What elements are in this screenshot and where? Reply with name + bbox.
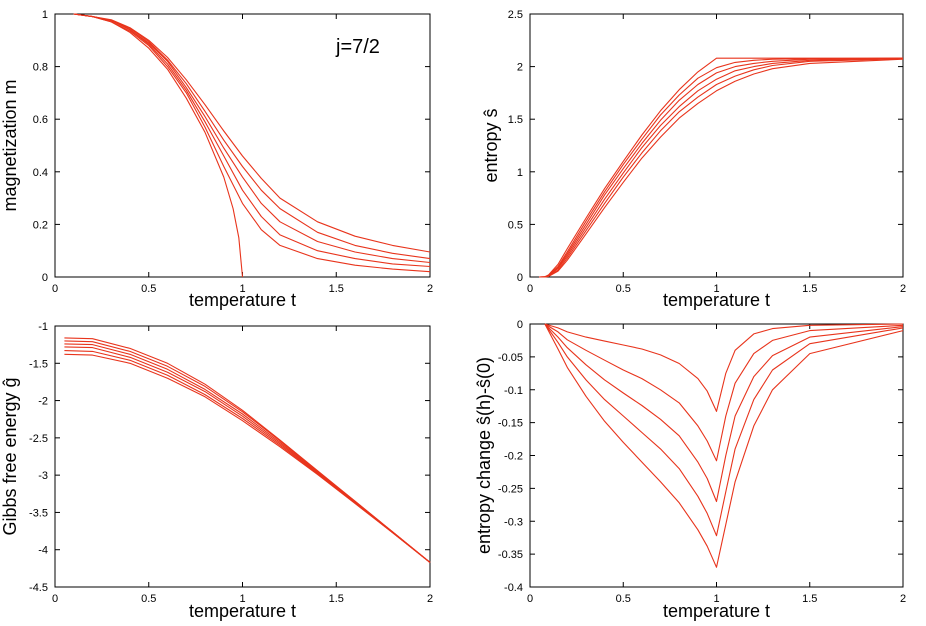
series-line-h4 — [539, 58, 904, 278]
x-tick-label: 0 — [52, 283, 58, 295]
y-tick-label: -0.4 — [504, 582, 523, 594]
y-tick-label: 0.6 — [33, 114, 48, 126]
x-tick-label: 0.5 — [141, 593, 156, 605]
series-line-h3 — [544, 323, 904, 503]
y-tick-label: -0.25 — [498, 483, 523, 495]
x-tick-label: 0.5 — [616, 283, 631, 295]
y-tick-label: -0.35 — [498, 549, 523, 561]
plot-frame — [529, 323, 904, 588]
y-tick-label: 0.2 — [33, 219, 48, 231]
x-axis-label: temperature t — [663, 290, 770, 310]
series-line-h1 — [539, 57, 904, 278]
y-tick-label: -4.5 — [29, 582, 48, 594]
x-tick-label: 1.5 — [329, 283, 344, 295]
y-tick-label: 1.5 — [508, 114, 523, 126]
x-tick-label: 0.5 — [616, 593, 631, 605]
x-tick-label: 1 — [239, 593, 245, 605]
series-line-h1 — [73, 13, 431, 273]
y-tick-label: -1.5 — [29, 358, 48, 370]
y-tick-label: 0.5 — [508, 219, 523, 231]
y-tick-label: -3.5 — [29, 507, 48, 519]
x-tick-label: 0 — [52, 593, 58, 605]
series-line-h4 — [544, 323, 904, 537]
series-line-h4 — [73, 13, 431, 260]
series-line-h3 — [539, 57, 904, 278]
x-tick-label: 1.5 — [802, 283, 817, 295]
y-tick-label: 0.4 — [33, 167, 48, 179]
x-tick-label: 1 — [713, 283, 719, 295]
y-tick-label: 0 — [42, 272, 48, 284]
series-line-h1 — [64, 340, 431, 563]
series-line-h2 — [64, 343, 431, 563]
series-line-h1 — [544, 323, 904, 412]
x-tick-label: 1.5 — [802, 593, 817, 605]
y-tick-label: -3 — [38, 470, 48, 482]
x-tick-label: 1.5 — [329, 593, 344, 605]
y-tick-label: -0.1 — [504, 385, 523, 397]
x-axis-label: temperature t — [189, 290, 296, 310]
series-line-h3 — [64, 346, 431, 563]
annotation-label: j=7/2 — [335, 36, 380, 58]
y-tick-label: 1 — [42, 9, 48, 21]
y-tick-label: -0.05 — [498, 352, 523, 364]
y-axis-label: entropy ŝ — [481, 108, 501, 182]
y-tick-label: 2.5 — [508, 9, 523, 21]
x-tick-label: 2 — [900, 593, 906, 605]
y-tick-label: -4 — [38, 545, 48, 557]
series-line-h5 — [544, 323, 904, 568]
panel-gibbs-free-energy: 0 0.5 1 1.5 2 -4.5 -4 -3.5 -3 -2.5 -2 -1.5 -1 tempera… — [0, 321, 433, 621]
x-tick-label: 0 — [527, 283, 533, 295]
plot-frame — [529, 13, 904, 278]
y-axis-label: Gibbs free energy ĝ — [0, 377, 20, 535]
y-tick-label: 0 — [517, 319, 523, 331]
series-line-h0 — [539, 57, 903, 278]
y-tick-label: 2 — [517, 62, 523, 74]
y-tick-label: 0.8 — [33, 62, 48, 74]
series-line-h2 — [544, 323, 904, 462]
x-tick-label: 2 — [900, 283, 906, 295]
panel-entropy: 0 0.5 1 1.5 2 0 0.5 1 1.5 2 2.5 temperature t entrop… — [481, 9, 906, 310]
y-tick-label: -2 — [38, 396, 48, 408]
series-line-h2 — [539, 57, 904, 278]
series-line-h4 — [64, 350, 431, 563]
x-tick-label: 2 — [427, 593, 433, 605]
x-tick-label: 1 — [713, 593, 719, 605]
x-tick-label: 0.5 — [141, 283, 156, 295]
series-line-h5 — [539, 58, 904, 278]
x-tick-label: 0 — [527, 593, 533, 605]
y-tick-label: -0.3 — [504, 516, 523, 528]
y-tick-label: -0.15 — [498, 418, 523, 430]
series-line-h5 — [73, 13, 431, 253]
y-tick-label: -1 — [38, 321, 48, 333]
y-tick-label: 1 — [517, 167, 523, 179]
panel-entropy-change: 0 0.5 1 1.5 2 -0.4 -0.35 -0.3 -0.25 -0.2 -0.15 -0.1… — [474, 319, 906, 621]
x-axis-label: temperature t — [663, 601, 770, 621]
x-axis-label: temperature t — [189, 601, 296, 621]
y-axis-label: entropy change ŝ(h)-ŝ(0) — [474, 357, 494, 554]
x-tick-label: 2 — [427, 283, 433, 295]
series-line-h0 — [64, 337, 431, 563]
series-line-h5 — [64, 353, 431, 563]
y-axis-label: magnetization m — [0, 79, 20, 211]
y-tick-label: 0 — [517, 272, 523, 284]
x-tick-label: 1 — [239, 283, 245, 295]
y-tick-label: -2.5 — [29, 433, 48, 445]
series-line-h3 — [73, 13, 431, 264]
y-tick-label: -0.2 — [504, 451, 523, 463]
plot-frame — [54, 325, 431, 588]
